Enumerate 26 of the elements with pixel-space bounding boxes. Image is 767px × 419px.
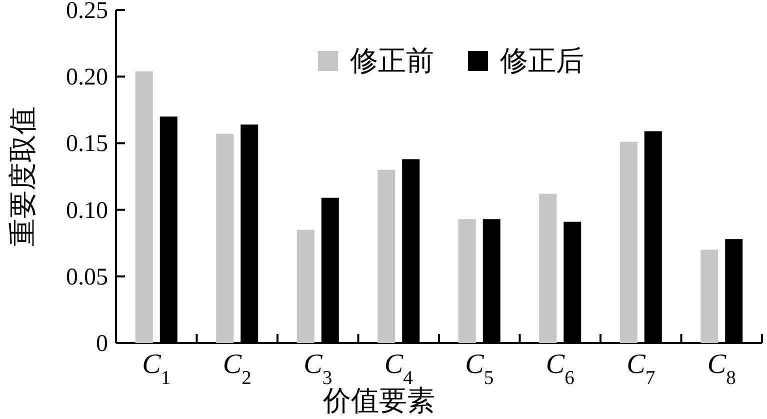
y-axis-title: 重要度取值 [8,106,39,246]
y-tick-label: 0.20 [66,64,108,91]
bar [378,170,396,343]
y-tick-label: 0.05 [66,264,108,290]
bar [620,142,638,343]
bar [458,219,476,343]
bar [700,250,718,343]
y-tick-label: 0.25 [66,0,108,24]
y-tick-label: 0.10 [66,198,108,224]
y-tick-label: 0 [96,331,108,357]
bar [539,194,557,343]
x-tick-label: C$_{6}$ [546,349,575,388]
legend-label: 修正后 [500,46,584,77]
x-tick-label: C$_{3}$ [304,349,332,388]
legend-label: 修正前 [350,46,434,77]
bar [296,230,314,343]
bar [135,71,153,343]
bar [216,134,234,343]
x-tick-label: C$_{8}$ [707,349,736,388]
x-tick-label: C$_{1}$ [142,349,171,388]
x-tick-label: C$_{7}$ [626,349,656,388]
x-tick-label: C$_{4}$ [384,349,414,388]
x-tick-label: C$_{5}$ [465,349,494,388]
x-tick-label: C$_{2}$ [222,349,252,388]
y-tick-label: 0.15 [66,131,108,158]
x-axis-title: 价值要素 [322,386,435,417]
